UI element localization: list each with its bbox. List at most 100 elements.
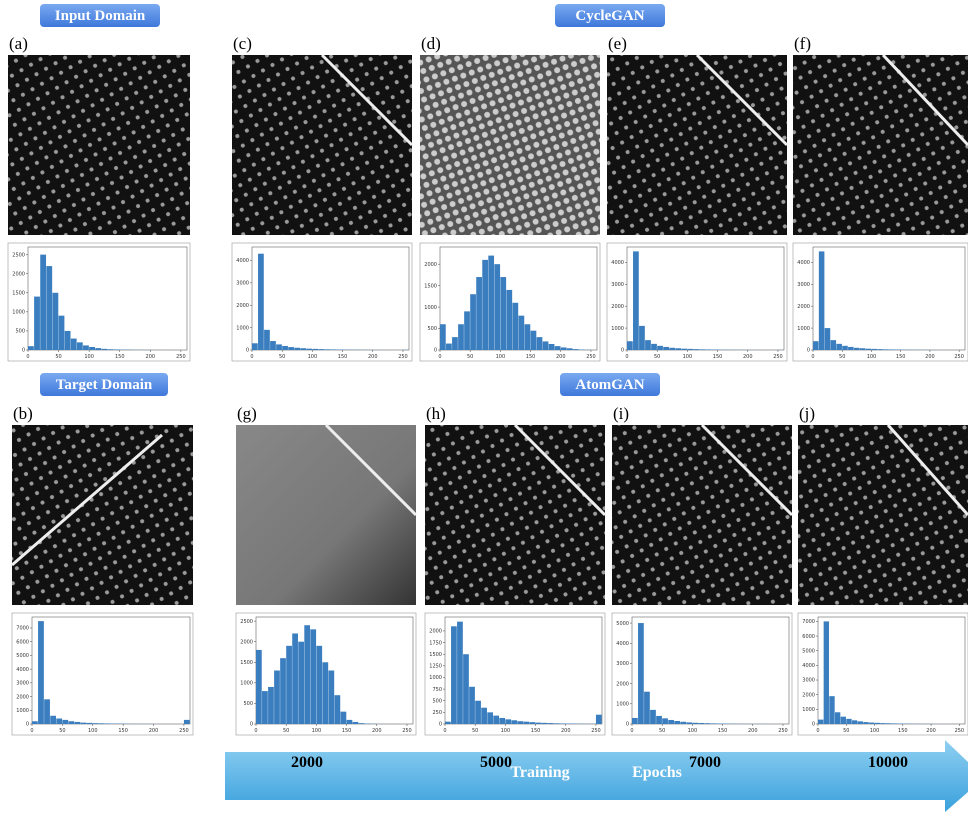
histogram-bar: [322, 662, 329, 724]
histogram-bar: [74, 721, 81, 724]
header: Target Domain: [56, 377, 153, 393]
header-target: Target Domain: [40, 373, 168, 396]
x-tick-label: 150: [531, 728, 541, 734]
histogram-bar: [318, 349, 325, 350]
y-tick-label: 1500: [424, 283, 437, 289]
histogram-bar: [868, 722, 875, 724]
y-tick-label: 0: [246, 348, 249, 354]
histogram-bar: [547, 723, 554, 724]
y-tick-label: 0: [22, 348, 25, 354]
x-tick-label: 0: [816, 728, 819, 734]
x-tick-label: 50: [654, 354, 660, 360]
histogram-bar: [101, 348, 108, 350]
boundary: [881, 53, 968, 147]
x-tick-label: 50: [839, 354, 845, 360]
histogram-bar: [44, 699, 50, 724]
y-tick-label: 1000: [424, 305, 437, 311]
x-tick-label: 250: [778, 728, 788, 734]
x-tick-label: 150: [338, 354, 348, 360]
epoch-label: 7000: [689, 754, 721, 771]
histogram-bar: [880, 723, 886, 724]
y-tick-label: 5000: [802, 648, 815, 654]
histogram-bar: [306, 348, 313, 350]
x-tick-label: 100: [870, 728, 880, 734]
y-tick-label: 4000: [616, 641, 629, 647]
histogram-bar: [512, 302, 519, 350]
histogram-bar: [80, 722, 87, 724]
x-tick-label: 100: [88, 728, 98, 734]
histogram-bar: [877, 349, 883, 350]
histogram-bar: [294, 347, 301, 350]
histogram-bar: [668, 719, 674, 724]
panel-label: (g): [237, 404, 257, 423]
x-tick-label: 250: [398, 354, 408, 360]
x-tick-label: 100: [501, 728, 511, 734]
y-tick-label: 1500: [240, 660, 253, 666]
histogram-bar: [566, 348, 573, 350]
header-atomgan: AtomGAN: [560, 373, 660, 396]
x-tick-label: 50: [59, 728, 65, 734]
y-tick-label: 7000: [16, 626, 29, 632]
y-tick-label: 2000: [429, 629, 442, 635]
y-tick-label: 2000: [240, 639, 253, 645]
histogram-bar: [300, 348, 307, 350]
epoch-label: 2000: [291, 754, 323, 771]
x-tick-label: 50: [467, 354, 473, 360]
boundary: [320, 53, 414, 147]
histogram-bar: [851, 720, 858, 724]
x-tick-label: 50: [279, 354, 285, 360]
histogram-bar: [494, 264, 501, 350]
x-tick-label: 200: [149, 728, 159, 734]
x-tick-label: 50: [472, 728, 478, 734]
y-tick-label: 5000: [16, 653, 29, 659]
x-tick-label: 250: [402, 728, 412, 734]
y-tick-label: 1000: [240, 681, 253, 687]
arrow-label: Epochs: [632, 764, 682, 781]
histogram-bar: [288, 347, 294, 350]
histogram-bar: [846, 718, 852, 724]
histogram-bar: [280, 658, 286, 724]
arrow: [225, 740, 968, 812]
histogram-bar: [256, 649, 262, 724]
histogram-bar: [482, 259, 489, 350]
histogram-bar: [330, 349, 337, 350]
micrograph: [232, 55, 412, 235]
panel-label: (a): [9, 34, 28, 53]
histogram-bar: [657, 345, 663, 350]
histogram-bar: [310, 629, 317, 724]
histogram-bar: [64, 330, 71, 350]
y-tick-label: 2000: [424, 262, 437, 268]
histogram-bar: [632, 717, 638, 724]
y-tick-label: 500: [427, 326, 437, 332]
histogram-bar: [874, 722, 880, 724]
x-tick-label: 200: [556, 354, 566, 360]
epoch-label: 10000: [868, 754, 908, 771]
histogram-bar: [891, 723, 897, 724]
histogram-bar: [316, 645, 323, 724]
histogram-bar: [475, 700, 481, 724]
x-tick-label: 0: [443, 728, 446, 734]
histogram-bar: [840, 716, 846, 724]
panel-label: (b): [13, 404, 33, 423]
histogram-bar: [40, 254, 47, 350]
y-tick-label: 1000: [611, 326, 624, 332]
histogram-bar: [813, 341, 819, 350]
histogram-bar: [252, 343, 258, 350]
y-tick-label: 1000: [797, 326, 810, 332]
x-tick-label: 0: [625, 354, 628, 360]
histogram-bar: [883, 349, 889, 350]
panel-label: (e): [608, 34, 627, 53]
y-tick-label: 3000: [611, 282, 624, 288]
x-tick-label: 150: [526, 354, 536, 360]
micrograph: [798, 425, 968, 605]
histogram-bar: [298, 641, 305, 724]
y-tick-label: 1500: [12, 290, 25, 296]
x-tick-label: 150: [713, 354, 723, 360]
x-tick-label: 50: [659, 728, 665, 734]
x-tick-label: 200: [561, 728, 571, 734]
histogram-bar: [83, 345, 89, 350]
header: CycleGAN: [575, 8, 644, 24]
header-cyclegan: CycleGAN: [555, 4, 665, 27]
histogram-bar: [536, 337, 543, 350]
y-tick-label: 0: [439, 722, 442, 728]
